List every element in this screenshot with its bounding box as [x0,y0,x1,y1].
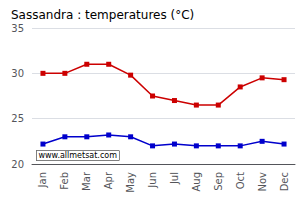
svg-text:Oct: Oct [235,172,246,189]
svg-text:Jul: Jul [169,172,180,185]
svg-text:35: 35 [11,23,24,34]
svg-text:20: 20 [11,159,24,170]
svg-text:Sassandra : temperatures (°C): Sassandra : temperatures (°C) [11,8,194,22]
svg-text:Jun: Jun [147,172,158,189]
svg-text:Apr: Apr [103,171,114,189]
svg-text:www.allmetsat.com: www.allmetsat.com [39,151,118,160]
svg-text:Nov: Nov [257,172,268,192]
svg-text:May: May [125,172,136,193]
svg-text:30: 30 [11,68,24,79]
svg-text:Feb: Feb [59,172,70,190]
svg-text:Jan: Jan [37,172,48,188]
svg-text:Sep: Sep [213,172,224,191]
svg-text:Aug: Aug [191,172,202,192]
svg-text:Dec: Dec [279,172,290,191]
svg-text:Mar: Mar [81,171,92,191]
svg-text:25: 25 [11,113,24,124]
